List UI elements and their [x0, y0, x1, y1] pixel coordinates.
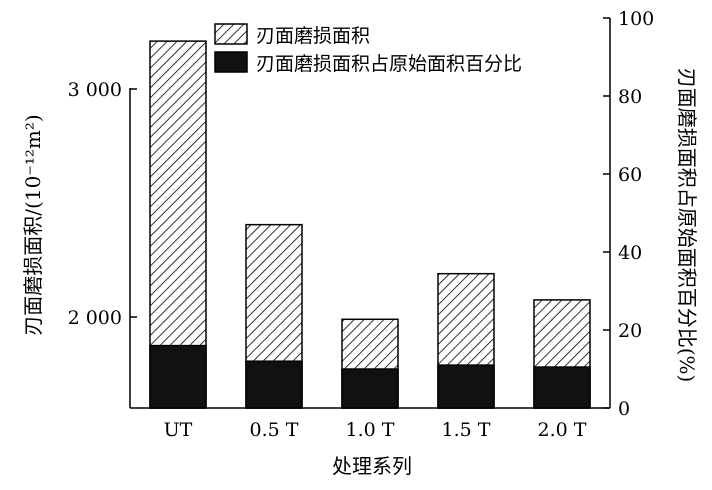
bar-percent-2	[341, 368, 399, 409]
x-tick-label-2: 1.0 T	[346, 419, 395, 441]
axes-group	[129, 18, 611, 409]
x-tick-label-1: 0.5 T	[250, 419, 299, 441]
right-tick-label-2: 40	[618, 242, 642, 264]
legend-swatch-hatched	[214, 23, 248, 45]
bar-percent-3	[437, 364, 495, 409]
right-axis-title: 刃面磨损面积占原始面积百分比(%)	[675, 68, 699, 383]
bars-group	[149, 40, 591, 409]
right-tick-label-3: 60	[618, 164, 642, 186]
legend-swatch-solid	[214, 51, 248, 73]
bar-percent-4	[533, 366, 591, 409]
x-tick-label-3: 1.5 T	[442, 419, 491, 441]
x-tick-label-0: UT	[164, 419, 193, 441]
left-tick-label-0: 2 000	[68, 307, 122, 329]
legend: 刃面磨损面积 刃面磨损面积占原始面积百分比	[214, 23, 522, 75]
ticks-group: UT 0.5 T 1.0 T 1.5 T 2.0 T 2 000 3 000 0 20 40 60 8…	[68, 8, 655, 441]
right-tick-label-0: 0	[618, 398, 630, 420]
right-tick-label-1: 20	[618, 320, 642, 342]
x-tick-label-4: 2.0 T	[538, 419, 587, 441]
legend-label-area: 刃面磨损面积	[256, 25, 370, 47]
right-tick-label-4: 80	[618, 86, 642, 108]
x-axis-title: 处理系列	[332, 454, 412, 478]
right-tick-label-5: 100	[618, 8, 654, 30]
legend-label-percent: 刃面磨损面积占原始面积百分比	[256, 53, 522, 75]
left-tick-label-1: 3 000	[68, 79, 122, 101]
bar-percent-0	[149, 344, 207, 409]
bar-percent-1	[245, 360, 303, 409]
left-axis-title: 刃面磨损面积/(10⁻¹²m²)	[21, 114, 45, 335]
